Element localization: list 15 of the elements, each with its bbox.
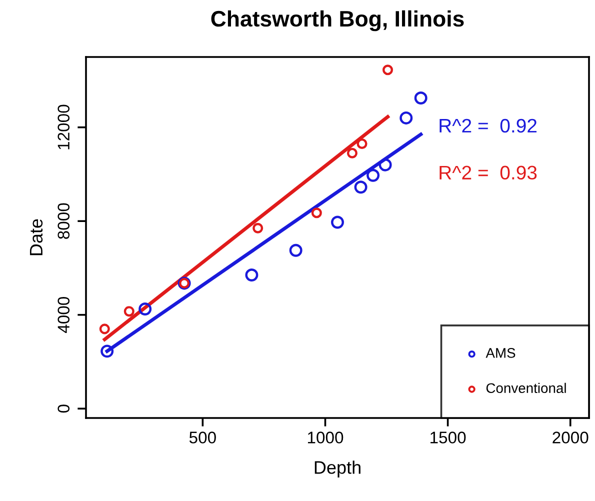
x-tick-label: 1000 [308,432,344,444]
y-tick-label: 4000 [58,296,70,334]
x-axis-title: Depth [314,460,360,478]
annotation: R^2 = 0.92 [440,118,537,133]
y-axis-title: Date [30,219,43,256]
y-tick-label: 0 [58,404,70,413]
x-tick-label: 500 [189,432,216,444]
y-tick-label: 12000 [58,104,70,150]
y-tick-label: 8000 [58,203,70,239]
chart-title: Chatsworth Bog, Illinois [211,10,464,32]
annotation: R^2 = 0.93 [440,166,537,180]
legend-label: AMS [486,348,516,358]
x-tick-label: 2000 [552,432,588,444]
legend-label: Conventional [486,382,566,394]
x-tick-label: 1500 [430,432,466,444]
